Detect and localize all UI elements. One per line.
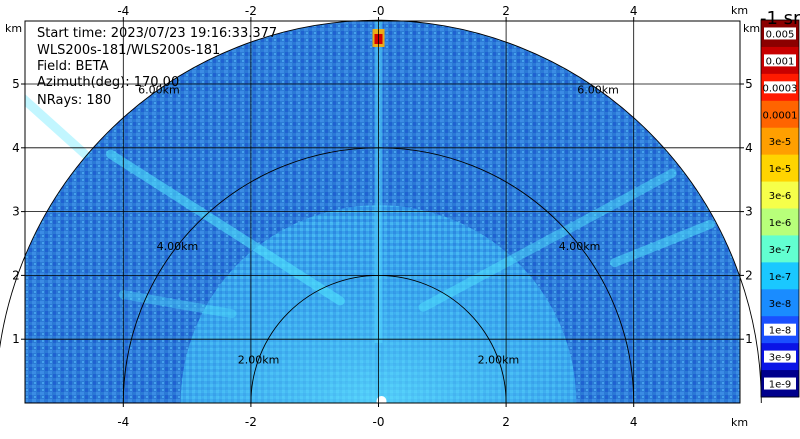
colorbar-tick-label: 1e-5 xyxy=(769,164,792,175)
colorbar: 0.005 0.001 0.0003 0.0001 3e-5 1e-5 3e-6 1e-6 3e… xyxy=(760,19,800,398)
colorbar-tick-label: 1e-8 xyxy=(769,326,792,337)
colorbar-tick-label: 3e-8 xyxy=(769,299,792,310)
y-unit-label-left: km xyxy=(5,22,22,35)
range-ring-label: 2.00km xyxy=(478,353,520,366)
colorbar-label-bg xyxy=(764,27,796,40)
x-tick-label-top: -2 xyxy=(245,4,257,18)
enhanced-band xyxy=(118,290,237,319)
colorbar-frame xyxy=(760,19,800,398)
colorbar-tick-label: 3e-9 xyxy=(769,353,792,364)
x-tick-label-top: -4 xyxy=(117,4,129,18)
nrays-text: NRays: 180 xyxy=(37,93,112,108)
range-ring-label: 2.00km xyxy=(238,353,280,366)
y-tick-label-right: 3 xyxy=(745,205,753,219)
colorbar-tick-label: 3e-7 xyxy=(769,245,792,256)
enhanced-band xyxy=(610,219,715,268)
colorbar-label-bg xyxy=(764,350,796,363)
origin-marker xyxy=(376,396,387,403)
x-unit-label-top: km xyxy=(731,4,748,17)
y-tick-label-left: 2 xyxy=(12,268,20,282)
colorbar-segment xyxy=(761,154,799,183)
grid-lines xyxy=(25,21,740,403)
colorbar-label-bg xyxy=(764,377,796,390)
colorbar-segment xyxy=(761,100,799,129)
y-tick-label-right: 2 xyxy=(745,268,753,282)
x-tick-label-bottom: -4 xyxy=(117,415,129,429)
start-time-text: Start time: 2023/07/23 19:16:33.377 xyxy=(37,26,278,41)
range-ring-label: 4.00km xyxy=(157,240,199,253)
y-tick-label-right: 5 xyxy=(745,77,753,91)
axes: -4 -4 -2 -2 -0 -0 2 2 4 4 1 1 2 2 3 3 4 4 5 5 km km km km xyxy=(5,4,760,429)
range-ring xyxy=(122,147,635,404)
x-tick-label-bottom: -2 xyxy=(245,415,257,429)
x-tick-label-top: 4 xyxy=(630,4,638,18)
azimuth-text: Azimuth(deg): 170.00 xyxy=(37,75,180,90)
y-tick-label-left: 1 xyxy=(12,332,20,346)
colorbar-segment xyxy=(761,235,799,263)
x-unit-label-bottom: km xyxy=(731,416,748,429)
x-tick-label-bottom: 4 xyxy=(630,415,638,429)
y-tick-label-right: 1 xyxy=(745,332,753,346)
colorbar-tick-label: 1e-7 xyxy=(769,272,792,283)
colorbar-tick-label: 1e-6 xyxy=(769,218,792,229)
colorbar-segment xyxy=(761,181,799,209)
colorbar-segment xyxy=(761,208,799,236)
x-tick-label-bottom: -0 xyxy=(373,415,385,429)
colorbar-tick-label: 0.0003 xyxy=(763,83,798,94)
range-ring-label: 6.00km xyxy=(577,83,619,96)
colorbar-segment xyxy=(761,262,799,290)
y-tick-label-right: 4 xyxy=(745,141,753,155)
x-tick-label-bottom: 2 xyxy=(502,415,510,429)
range-ring-label: 4.00km xyxy=(559,240,601,253)
colorbar-tick-label: 3e-5 xyxy=(769,137,792,148)
field-text: Field: BETA xyxy=(37,59,109,74)
enhanced-band xyxy=(25,94,90,159)
colorbar-title: -1 sr xyxy=(760,8,800,29)
x-tick-label-top: -0 xyxy=(373,4,385,18)
y-tick-label-left: 4 xyxy=(12,141,20,155)
range-ring xyxy=(250,275,507,404)
colorbar-tick-label: 0.001 xyxy=(766,56,795,67)
y-tick-label-left: 3 xyxy=(12,205,20,219)
colorbar-label-bg xyxy=(764,323,796,336)
y-tick-label-left: 5 xyxy=(12,77,20,91)
colorbar-tick-label: 0.0001 xyxy=(763,110,798,121)
enhanced-band xyxy=(418,168,677,312)
colorbar-tick-label: 0.005 xyxy=(766,29,795,40)
colorbar-tick-label: 3e-6 xyxy=(769,191,792,202)
colorbar-label-bg xyxy=(764,81,796,94)
y-unit-label-right: km xyxy=(743,22,760,35)
enhanced-band xyxy=(106,149,345,306)
instrument-text: WLS200s-181/WLS200s-181 xyxy=(37,43,221,58)
colorbar-segment xyxy=(761,127,799,156)
x-tick-label-top: 2 xyxy=(502,4,510,18)
range-ring-label: 6.00km xyxy=(138,83,180,96)
colorbar-tick-label: 1e-9 xyxy=(769,380,792,391)
colorbar-label-bg xyxy=(764,54,796,67)
colorbar-segment xyxy=(761,289,799,317)
